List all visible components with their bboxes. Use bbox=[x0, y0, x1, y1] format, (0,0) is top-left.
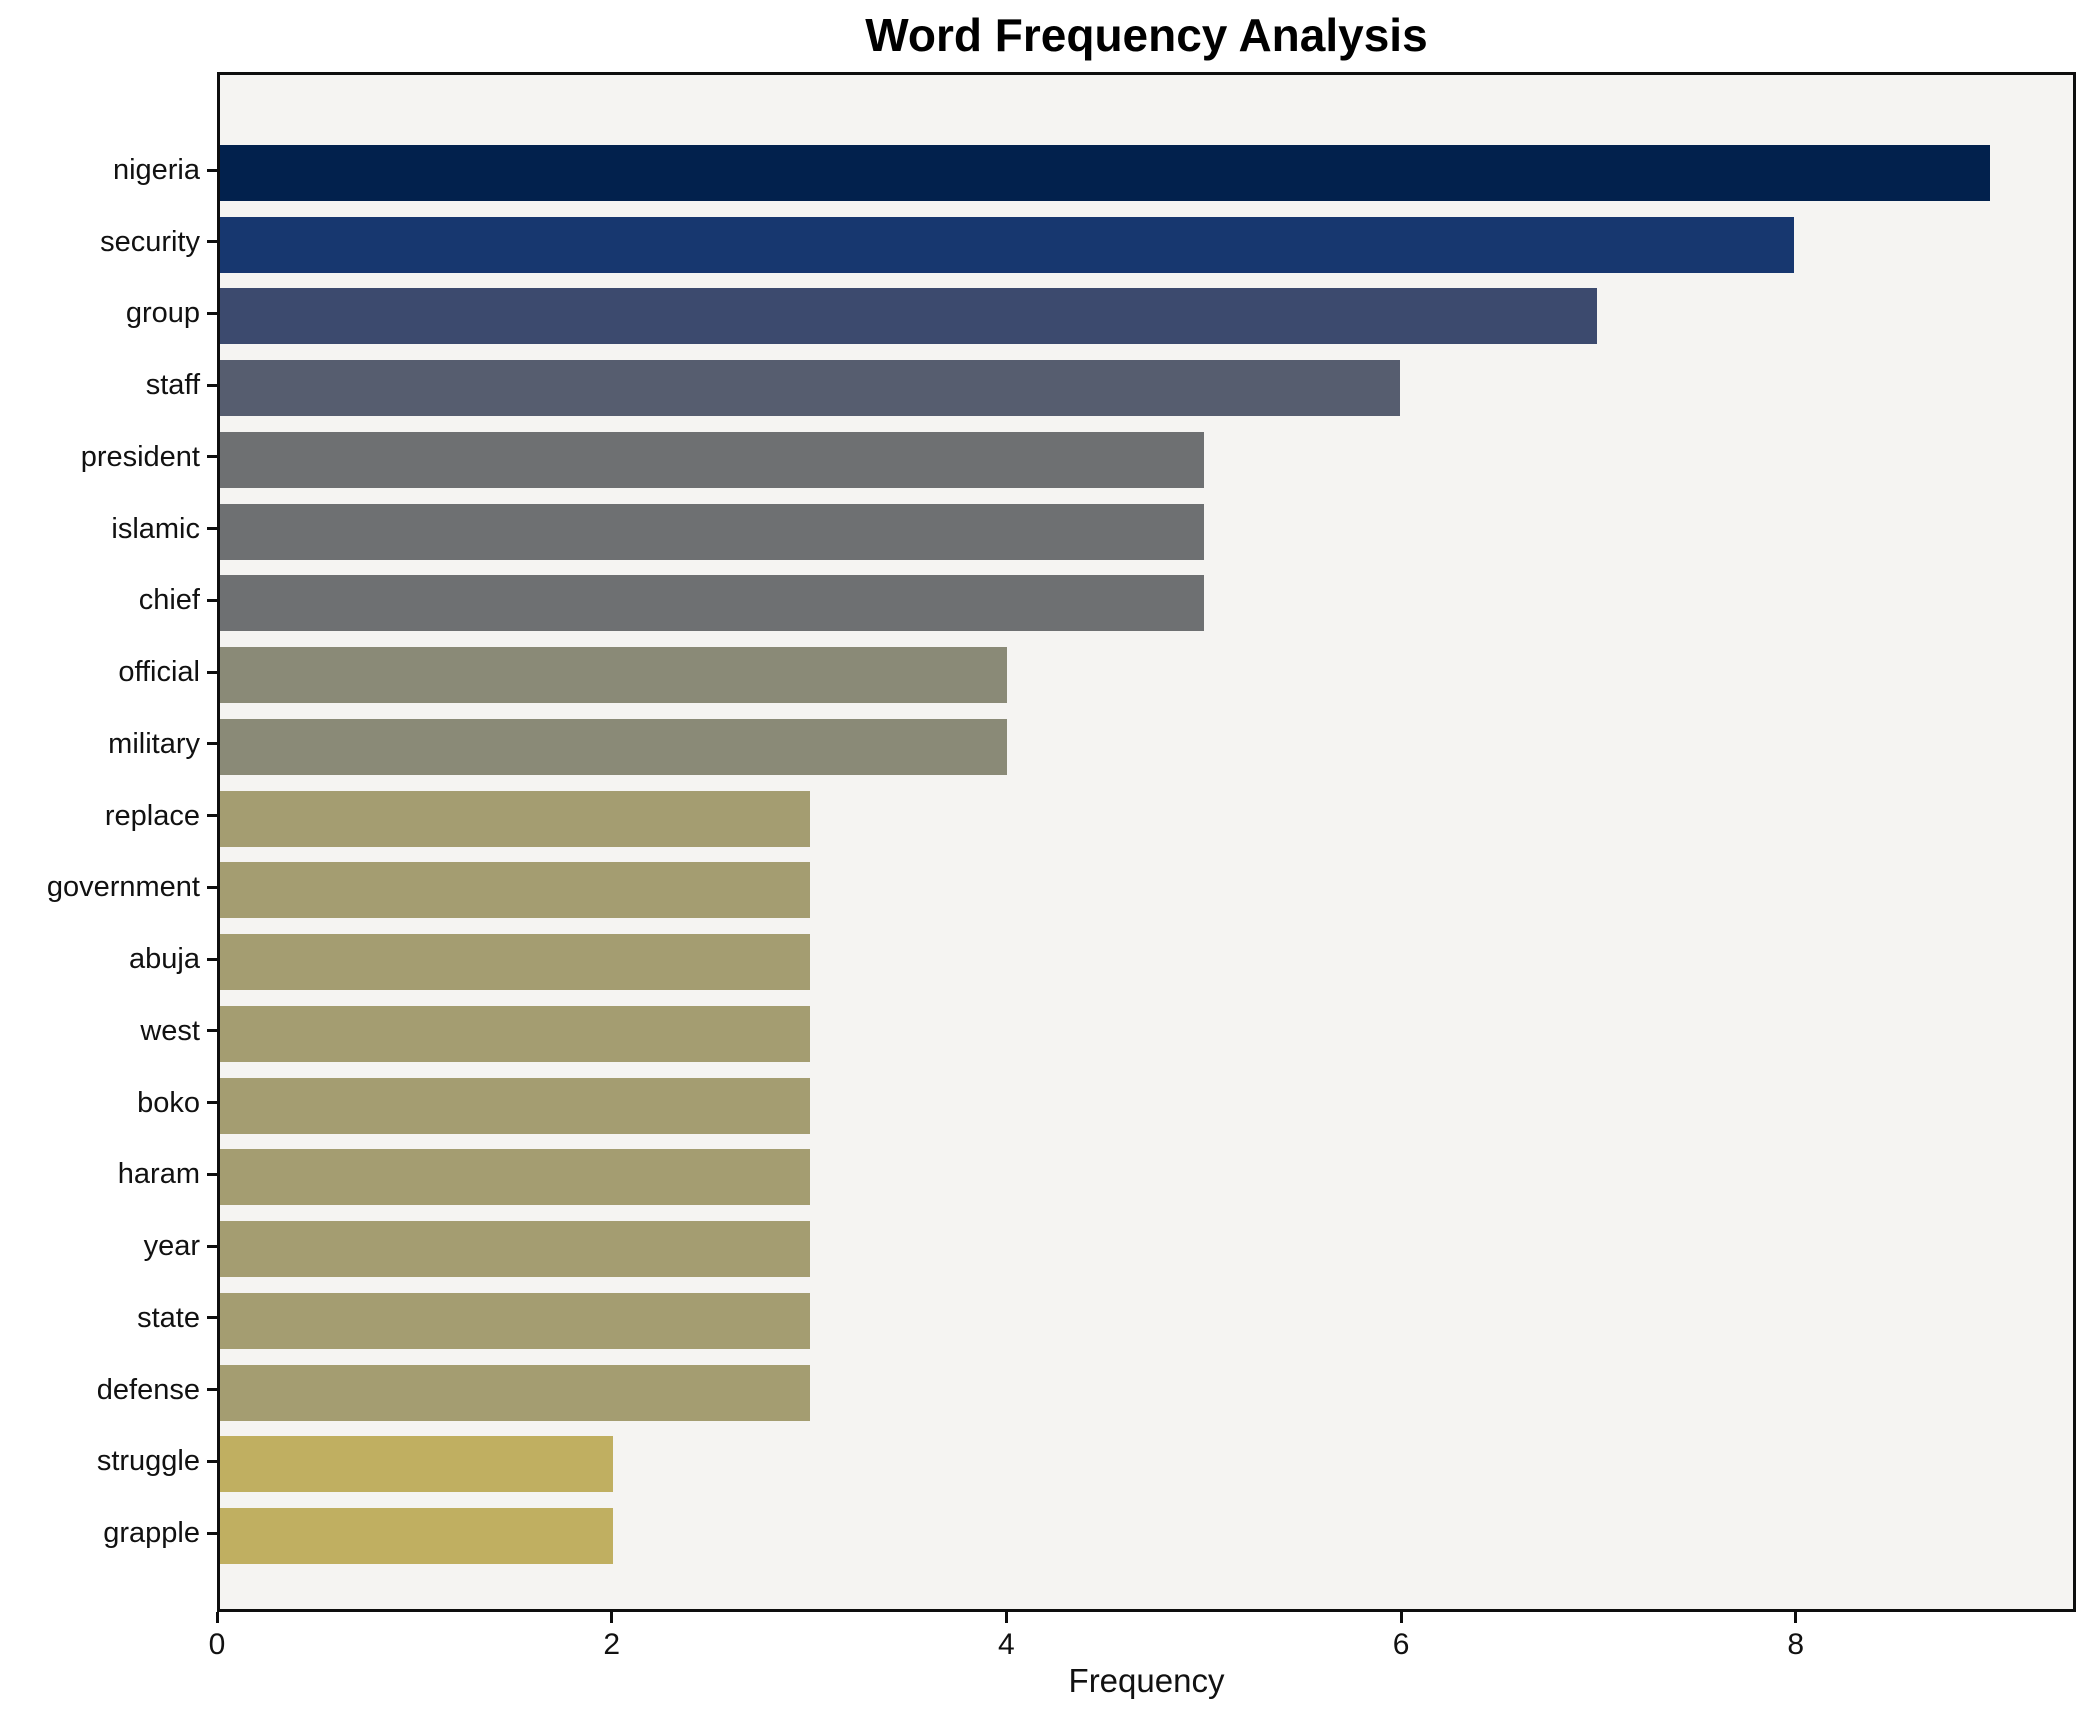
x-tick-label-4: 4 bbox=[998, 1628, 1015, 1661]
x-tick-label-6: 6 bbox=[1392, 1628, 1410, 1661]
y-tick-label-west: west bbox=[140, 1014, 200, 1047]
y-tick-label-military: military bbox=[108, 727, 200, 760]
y-tick-label-state: state bbox=[137, 1301, 200, 1334]
y-tick-mark bbox=[207, 383, 217, 387]
y-tick-mark bbox=[207, 1244, 217, 1248]
x-tick-mark bbox=[1399, 1612, 1403, 1623]
y-tick-mark bbox=[207, 527, 217, 531]
bar-struggle bbox=[220, 1436, 614, 1493]
y-tick-label-chief: chief bbox=[138, 584, 200, 617]
x-tick-mark bbox=[1004, 1612, 1008, 1623]
y-tick-mark bbox=[207, 240, 217, 244]
bar-grapple bbox=[220, 1508, 614, 1565]
y-tick-label-grapple: grapple bbox=[103, 1517, 200, 1550]
y-tick-mark bbox=[207, 814, 217, 818]
bar-defense bbox=[220, 1364, 811, 1421]
bar-replace bbox=[220, 790, 811, 847]
y-tick-label-group: group bbox=[125, 297, 200, 330]
y-tick-label-replace: replace bbox=[104, 799, 200, 832]
y-tick-label-struggle: struggle bbox=[96, 1445, 200, 1478]
x-axis-title: Frequency bbox=[1068, 1662, 1225, 1699]
x-tick-label-8: 8 bbox=[1787, 1628, 1805, 1661]
bar-chief bbox=[220, 575, 1204, 632]
plot-area bbox=[217, 72, 2076, 1612]
bar-year bbox=[220, 1221, 811, 1278]
y-tick-mark bbox=[207, 598, 217, 602]
y-tick-label-security: security bbox=[100, 225, 200, 258]
chart-title: Word Frequency Analysis bbox=[865, 9, 1428, 61]
bar-islamic bbox=[220, 503, 1204, 560]
bar-west bbox=[220, 1005, 811, 1062]
bar-official bbox=[220, 647, 1007, 704]
bar-president bbox=[220, 431, 1204, 488]
y-tick-mark bbox=[207, 1459, 217, 1463]
y-tick-label-islamic: islamic bbox=[111, 512, 200, 545]
y-tick-label-staff: staff bbox=[145, 369, 200, 402]
y-tick-mark bbox=[207, 957, 217, 961]
bar-boko bbox=[220, 1077, 811, 1134]
bar-abuja bbox=[220, 934, 811, 991]
y-tick-mark bbox=[207, 455, 217, 459]
y-tick-label-defense: defense bbox=[96, 1373, 200, 1406]
bar-security bbox=[220, 216, 1794, 273]
y-tick-label-official: official bbox=[118, 656, 200, 689]
y-tick-label-year: year bbox=[143, 1230, 200, 1263]
y-tick-label-haram: haram bbox=[117, 1158, 200, 1191]
y-tick-mark bbox=[207, 1531, 217, 1535]
bar-staff bbox=[220, 360, 1401, 417]
y-tick-label-government: government bbox=[46, 871, 200, 904]
x-tick-mark bbox=[610, 1612, 614, 1623]
x-tick-label-0: 0 bbox=[208, 1628, 226, 1661]
bar-military bbox=[220, 718, 1007, 775]
y-tick-mark bbox=[207, 1101, 217, 1105]
bar-group bbox=[220, 288, 1597, 345]
x-tick-label-2: 2 bbox=[603, 1628, 621, 1661]
y-tick-mark bbox=[207, 1388, 217, 1392]
y-tick-label-abuja: abuja bbox=[129, 943, 200, 976]
bar-state bbox=[220, 1292, 811, 1349]
y-tick-mark bbox=[207, 885, 217, 889]
y-tick-mark bbox=[207, 1316, 217, 1320]
x-tick-mark bbox=[215, 1612, 219, 1623]
bar-haram bbox=[220, 1149, 811, 1206]
y-tick-mark bbox=[207, 1172, 217, 1176]
y-tick-label-nigeria: nigeria bbox=[112, 154, 200, 186]
y-tick-mark bbox=[207, 1029, 217, 1033]
y-tick-mark bbox=[207, 311, 217, 315]
y-tick-mark bbox=[207, 670, 217, 674]
y-tick-mark bbox=[207, 742, 217, 746]
y-tick-label-boko: boko bbox=[137, 1086, 200, 1119]
y-tick-label-president: president bbox=[80, 440, 200, 473]
x-tick-mark bbox=[1794, 1612, 1798, 1623]
bar-nigeria bbox=[220, 145, 1991, 201]
y-tick-mark bbox=[207, 168, 217, 172]
bar-government bbox=[220, 862, 811, 919]
